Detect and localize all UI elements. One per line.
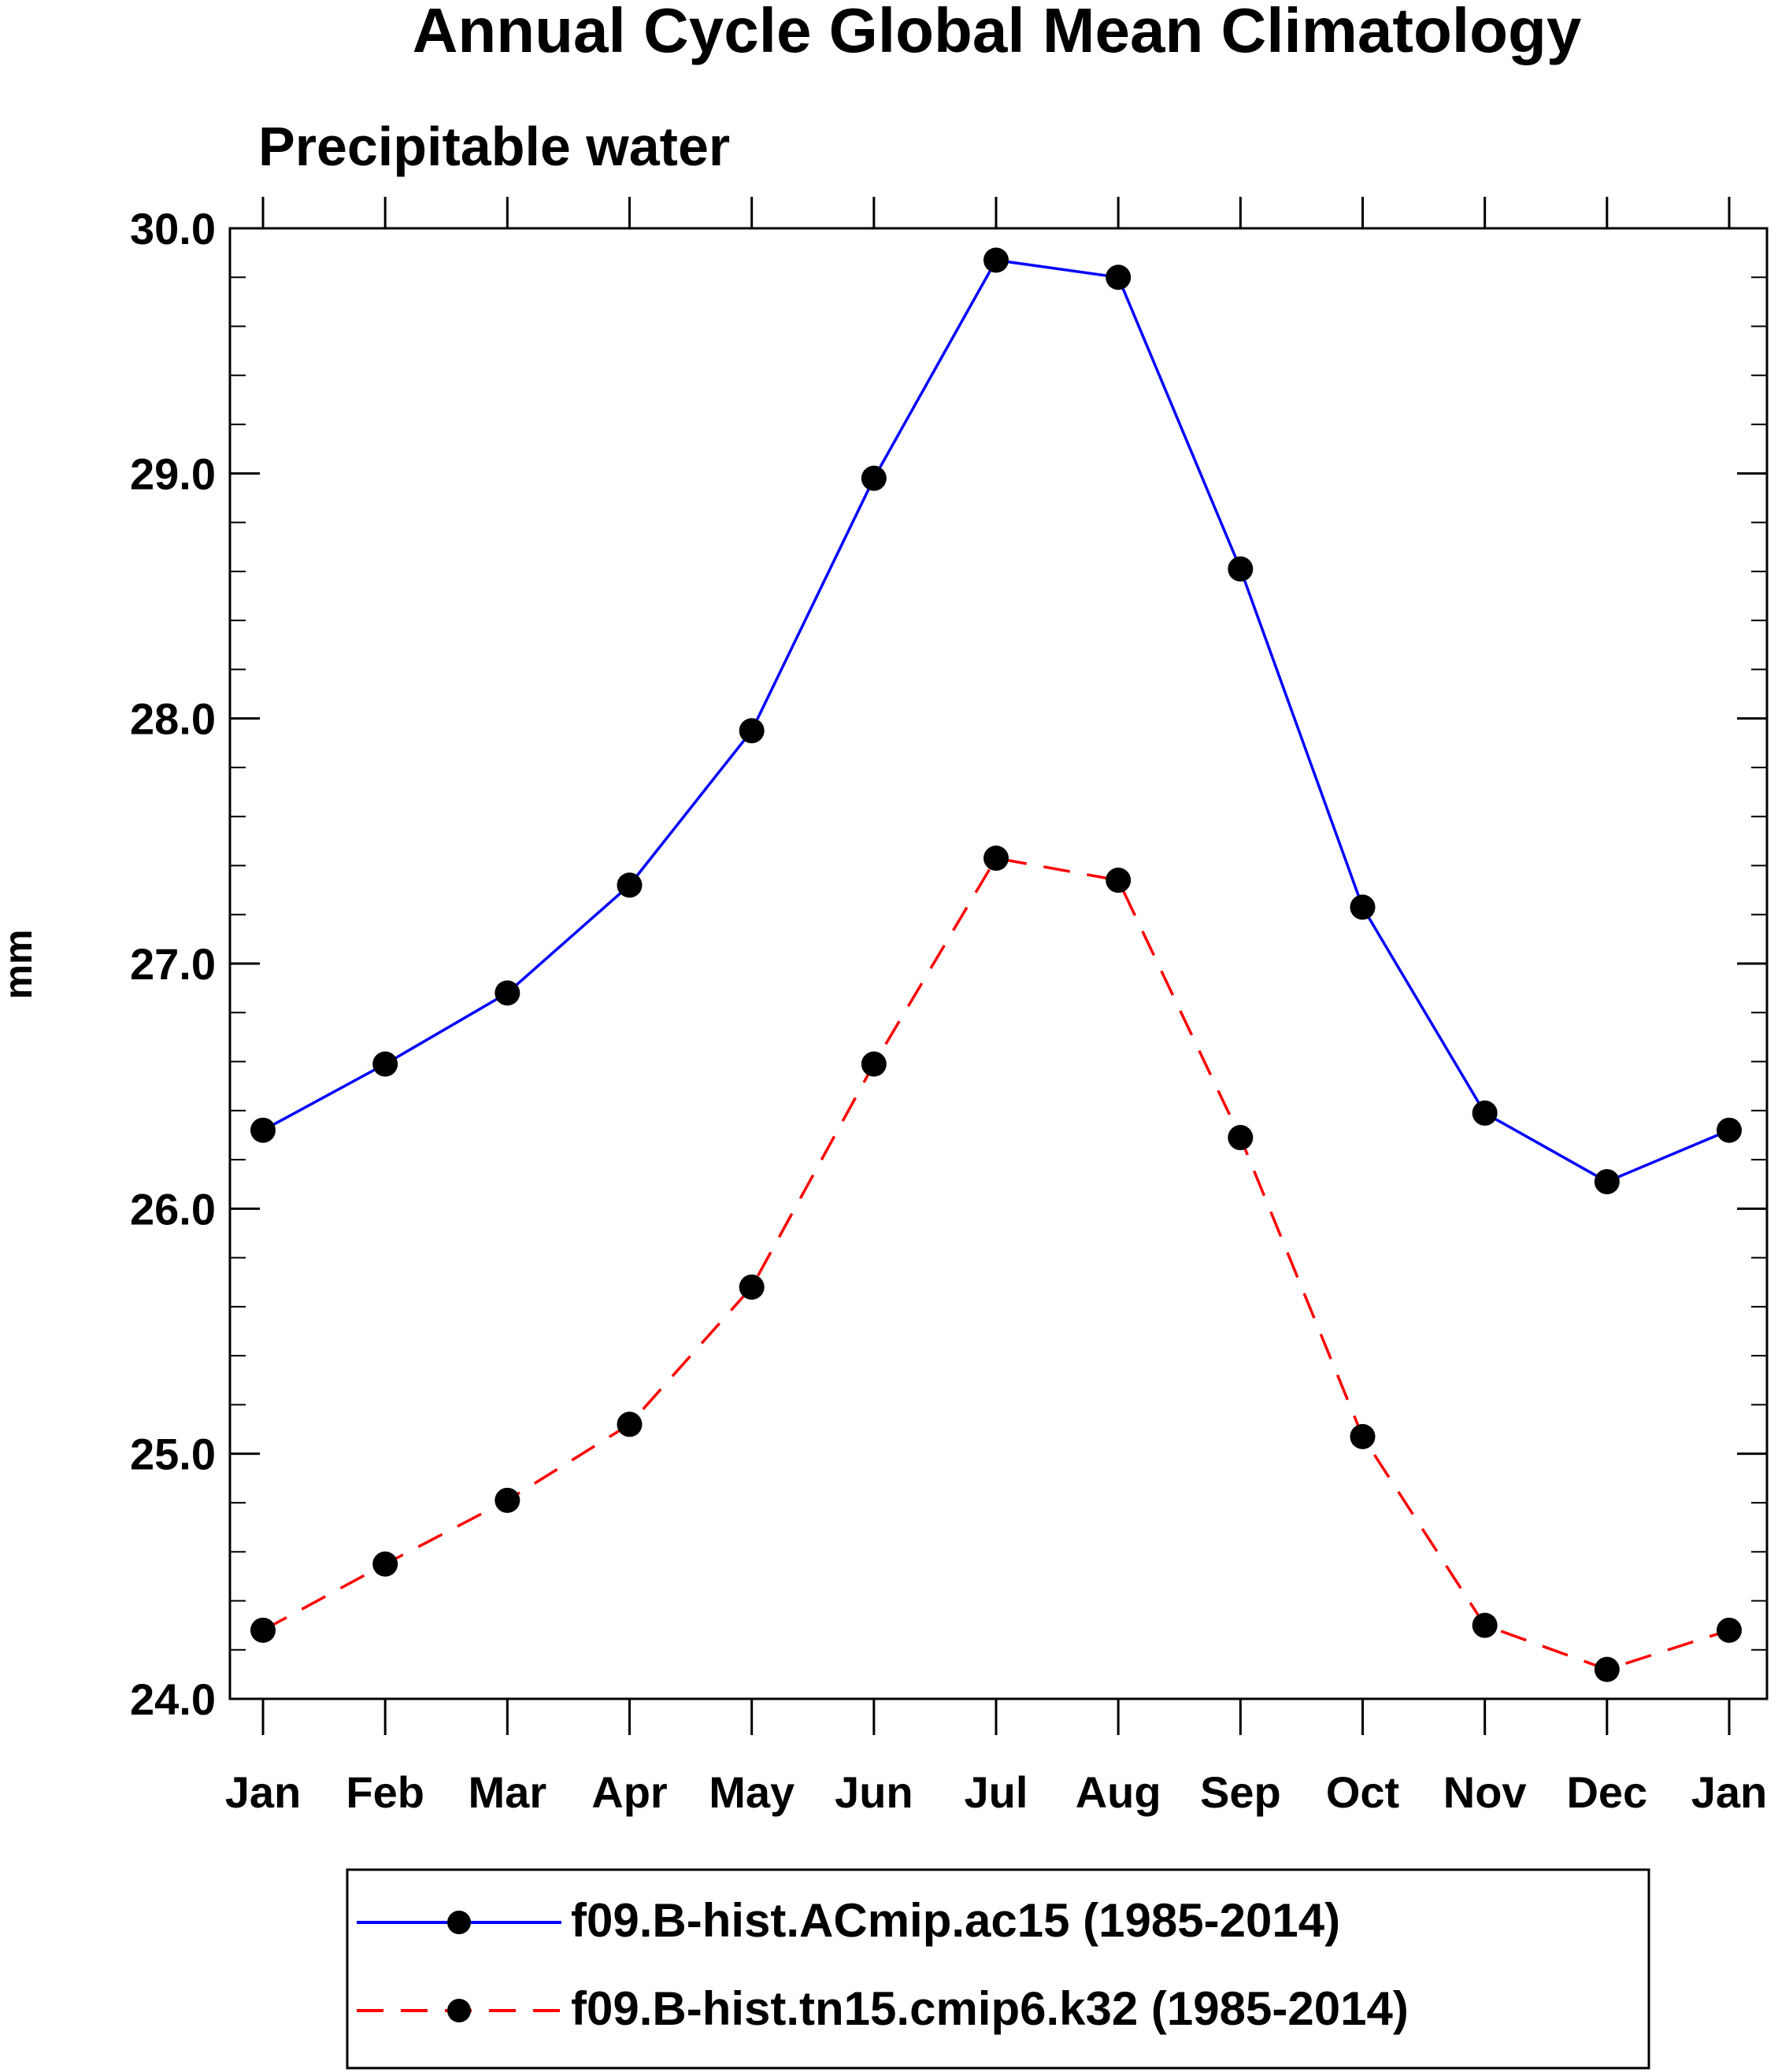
- series-2-point: [495, 1487, 520, 1513]
- tick-labels: 24.0 25.0 26.0 27.0 28.0 29.0 30.0 Jan Feb Mar Apr…: [130, 204, 1767, 1817]
- series-2-point: [1228, 1125, 1254, 1151]
- y-tick-label: 28.0: [130, 694, 216, 744]
- x-tick-label: Sep: [1200, 1767, 1281, 1817]
- series-2-point: [739, 1274, 765, 1300]
- legend-label-series-1: f09.B-hist.ACmip.ac15 (1985-2014): [571, 1894, 1340, 1947]
- axes-frame: [228, 197, 1769, 1735]
- y-tick-label: 24.0: [130, 1674, 216, 1724]
- y-tick-label: 25.0: [130, 1430, 216, 1479]
- legend-box: [346, 1868, 1650, 2070]
- series-2-point: [617, 1412, 643, 1437]
- series-2-point: [1594, 1656, 1620, 1682]
- x-tick-label: Jan: [225, 1767, 302, 1817]
- y-tick-label: 29.0: [130, 449, 216, 498]
- x-tick-label: Jan: [1691, 1767, 1768, 1817]
- plot-frame: [228, 227, 1769, 1700]
- series-2-point: [250, 1617, 276, 1643]
- x-tick-label: Aug: [1076, 1767, 1161, 1817]
- series-2-point: [861, 1051, 887, 1077]
- x-tick-label: Dec: [1566, 1767, 1647, 1817]
- series-1-point: [1594, 1169, 1620, 1195]
- series-1-point: [861, 465, 887, 491]
- series-1-point: [617, 872, 643, 898]
- series-line-1: [262, 258, 1730, 1184]
- series-2-point: [372, 1551, 398, 1577]
- series-1-point: [1472, 1100, 1498, 1126]
- series-1-point: [1350, 894, 1376, 920]
- series-1-point: [1106, 265, 1132, 290]
- y-axis-label: mm: [0, 930, 40, 1000]
- series-1-point: [250, 1117, 276, 1143]
- legend-marker-series-2: [447, 1999, 471, 2022]
- series-1-point: [983, 247, 1009, 273]
- series-2-point: [1472, 1612, 1498, 1638]
- series-1-point: [372, 1051, 398, 1077]
- series-line-2: [262, 857, 1730, 1671]
- series-2-point: [1350, 1423, 1376, 1449]
- x-tick-label: Apr: [591, 1767, 667, 1817]
- series-1-point: [1228, 556, 1254, 582]
- chart-subtitle: Precipitable water: [258, 116, 730, 177]
- x-tick-label: May: [709, 1767, 795, 1817]
- y-tick-label: 30.0: [130, 204, 216, 253]
- series-1-point: [495, 980, 520, 1006]
- x-tick-label: Nov: [1443, 1767, 1527, 1817]
- chart-title: Annual Cycle Global Mean Climatology: [413, 0, 1582, 65]
- series-layer: [250, 247, 1742, 1682]
- x-tick-label: Mar: [469, 1767, 547, 1817]
- series-2-point: [1106, 868, 1132, 894]
- y-tick-label: 27.0: [130, 939, 216, 989]
- series-2-point: [1717, 1617, 1742, 1643]
- series-1-point: [1717, 1117, 1742, 1143]
- series-2-point: [983, 845, 1009, 871]
- legend: f09.B-hist.ACmip.ac15 (1985-2014) f09.B-…: [346, 1868, 1650, 2070]
- x-tick-label: Oct: [1326, 1767, 1399, 1817]
- x-tick-label: Jul: [965, 1767, 1028, 1817]
- legend-label-series-2: f09.B-hist.tn15.cmip6.k32 (1985-2014): [571, 1982, 1409, 2035]
- legend-marker-series-1: [447, 1911, 471, 1934]
- x-tick-label: Jun: [835, 1767, 913, 1817]
- series-1-point: [739, 718, 765, 744]
- x-tick-label: Feb: [346, 1767, 424, 1817]
- y-tick-label: 26.0: [130, 1184, 216, 1234]
